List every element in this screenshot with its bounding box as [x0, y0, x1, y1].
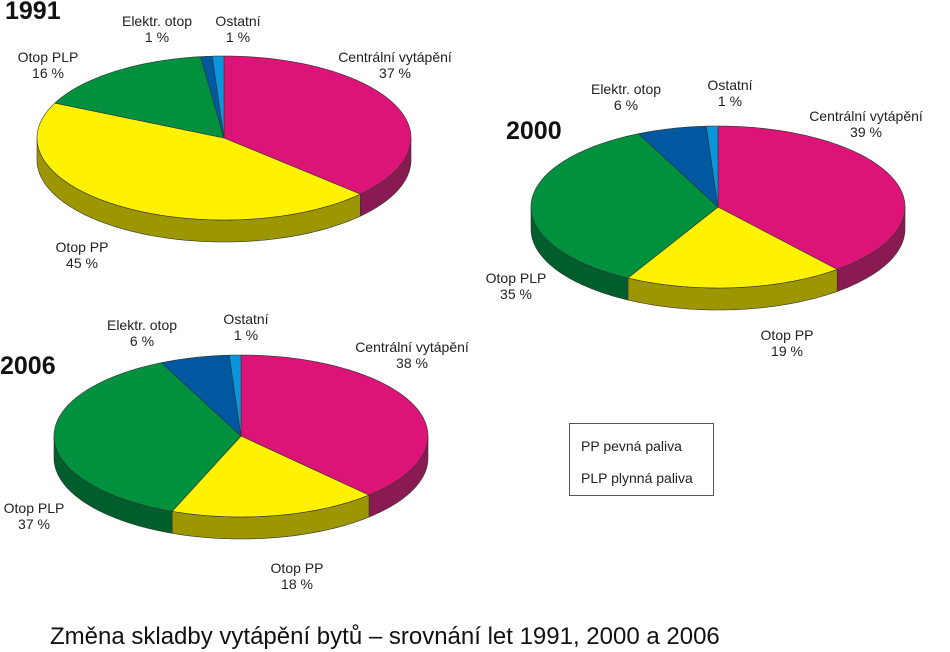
slice-category: Centrální vytápění — [809, 108, 923, 124]
slice-value: 6 % — [613, 97, 639, 113]
slice-category: Elektr. otop — [121, 13, 193, 29]
slice-label: Otop PP 18 % — [271, 560, 324, 592]
pie-slice — [228, 354, 242, 437]
pie-year-title: 2000 — [506, 117, 562, 145]
pie-slice — [705, 125, 719, 208]
pie-slice — [211, 55, 225, 139]
slice-category: Ostatní — [223, 311, 269, 327]
slice-value: 1 % — [144, 29, 170, 45]
pie-slice — [530, 133, 719, 279]
slice-label: Elektr. otop 6 % — [107, 317, 177, 349]
pie-year-title: 1991 — [5, 0, 61, 25]
slice-category: Otop PLP — [17, 49, 79, 65]
slice-label: Elektr. otop 6 % — [591, 81, 661, 113]
slice-category: Centrální vytápění — [338, 49, 452, 65]
slice-value: 37 % — [18, 516, 50, 532]
slice-value: 6 % — [129, 333, 155, 349]
slice-label: Centrální vytápění 37 % — [338, 49, 452, 81]
pie-year-title: 2006 — [0, 352, 56, 380]
pie-slice — [54, 56, 225, 139]
legend-item-pp: PP pevná paliva — [581, 438, 682, 454]
slice-category: Otop PP — [270, 560, 324, 576]
pie-slice — [240, 354, 429, 496]
slice-value: 19 % — [771, 343, 803, 359]
pie-slice — [627, 206, 838, 289]
pie-slice — [36, 102, 362, 221]
slice-value: 1 % — [225, 29, 251, 45]
slice-label: Elektr. otop 1 % — [122, 13, 192, 45]
slice-value: 35 % — [500, 286, 532, 302]
slice-category: Elektr. otop — [106, 317, 178, 333]
slice-category: Otop PLP — [485, 270, 547, 286]
slice-label: Centrální vytápění 39 % — [809, 108, 923, 140]
slice-value: 1 % — [717, 93, 743, 109]
slice-value: 18 % — [281, 576, 313, 592]
slice-value: 1 % — [233, 327, 259, 343]
slice-label: Ostatní 1 % — [707, 77, 752, 109]
slice-label: Otop PLP 16 % — [18, 49, 79, 81]
slice-value: 39 % — [850, 124, 882, 140]
slice-value: 37 % — [379, 65, 411, 81]
slice-category: Ostatní — [215, 13, 261, 29]
slice-label: Otop PP 19 % — [761, 327, 814, 359]
slice-label: Centrální vytápění 38 % — [355, 339, 469, 371]
figure-title: Změna skladby vytápění bytů – srovnání l… — [50, 623, 720, 650]
slice-category: Centrální vytápění — [355, 339, 469, 355]
pie-slice — [637, 125, 719, 208]
slice-value: 38 % — [396, 355, 428, 371]
pie-1991-tops — [36, 55, 412, 221]
pie-2006-tops — [53, 354, 429, 518]
pie-slice — [53, 362, 242, 512]
slice-label: Ostatní 1 % — [215, 13, 260, 45]
pie-2000-tops — [530, 125, 906, 289]
legend-item-plp: PLP plynná paliva — [581, 470, 693, 486]
pie-slice — [160, 354, 242, 437]
pie-slice — [223, 55, 412, 195]
slice-value: 45 % — [66, 255, 98, 271]
pie-slice — [717, 125, 906, 270]
slice-label: Otop PP 45 % — [56, 239, 109, 271]
slice-label: Otop PLP 37 % — [4, 500, 65, 532]
pie-slice — [171, 435, 370, 518]
slice-category: Elektr. otop — [590, 81, 662, 97]
slice-label: Otop PLP 35 % — [486, 270, 547, 302]
slice-label: Ostatní 1 % — [223, 311, 268, 343]
slice-category: Ostatní — [707, 77, 753, 93]
legend: PP pevná paliva PLP plynná paliva — [569, 423, 714, 496]
slice-category: Otop PP — [55, 239, 109, 255]
slice-category: Otop PP — [760, 327, 814, 343]
slice-category: Otop PLP — [3, 500, 65, 516]
slice-value: 16 % — [32, 65, 64, 81]
